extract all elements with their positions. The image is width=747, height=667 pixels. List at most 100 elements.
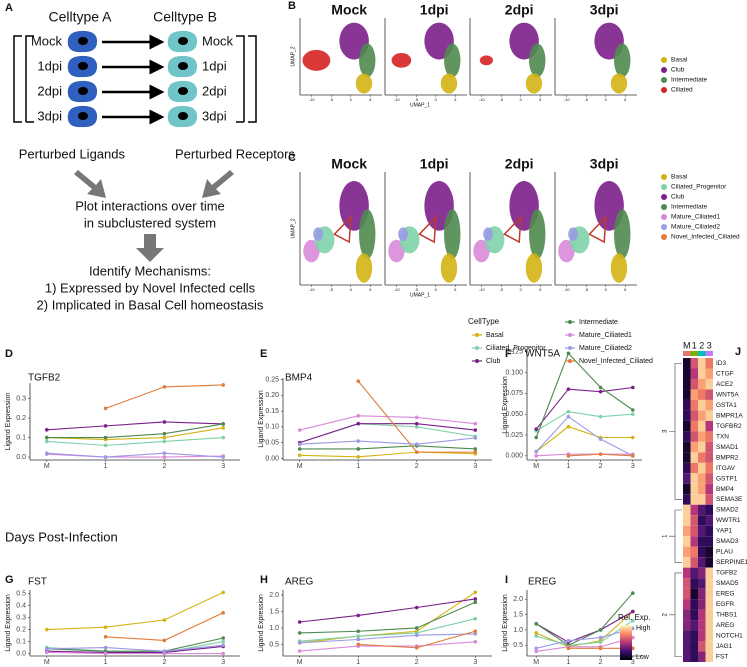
heat-cell xyxy=(705,630,713,642)
data-point xyxy=(473,629,478,634)
y-tick-label: 0.0 xyxy=(16,454,26,461)
identify-item: 1) Expressed by Novel Infected cells xyxy=(45,280,256,295)
heat-cell xyxy=(690,473,698,484)
cluster-blob xyxy=(313,227,323,241)
heat-cell xyxy=(683,651,691,662)
y-tick-label: 2.0 xyxy=(269,592,279,599)
series-line xyxy=(299,415,476,431)
legend-swatch xyxy=(568,333,572,337)
heat-cell xyxy=(683,368,691,379)
row-label: YAP1 xyxy=(716,528,733,535)
subplot-title: 1dpi xyxy=(420,2,449,18)
series-line xyxy=(46,427,224,441)
heat-cell xyxy=(705,578,713,589)
data-point xyxy=(473,632,478,636)
x-tick-label: 5 xyxy=(539,287,542,292)
legend-swatch xyxy=(661,204,667,210)
series-line xyxy=(46,637,224,652)
x-tick-label: 1 xyxy=(104,659,108,666)
data-point xyxy=(631,412,635,416)
series-line xyxy=(299,618,476,642)
column-label: 3 xyxy=(707,340,712,350)
x-tick-label: M xyxy=(44,659,50,666)
data-point xyxy=(221,636,225,640)
y-tick-label: 0.00 xyxy=(265,455,279,462)
cluster-blob xyxy=(440,73,458,94)
cluster-blob xyxy=(610,73,628,94)
legend-swatch xyxy=(661,214,667,220)
cluster-blob xyxy=(359,43,376,78)
cluster-label: 2 xyxy=(663,612,669,616)
data-point xyxy=(45,435,49,440)
heat-cell xyxy=(698,452,706,463)
panel-label: F xyxy=(505,348,512,360)
heat-cell xyxy=(705,536,713,547)
heat-cell xyxy=(690,504,698,516)
nucleus xyxy=(178,37,188,45)
heat-cell xyxy=(690,483,698,495)
y-axis-label: Ligand Expression xyxy=(258,390,265,448)
x-tick-label: 2 xyxy=(162,463,166,470)
heat-cell xyxy=(690,557,698,568)
nucleus xyxy=(178,112,188,120)
heat-cell xyxy=(683,358,691,369)
axis-label: UMAP_2 xyxy=(290,218,296,238)
heat-cell xyxy=(690,462,698,474)
y-tick-label: 0.050 xyxy=(505,411,523,418)
series-line xyxy=(536,627,633,649)
highlight xyxy=(588,215,607,244)
data-point xyxy=(414,450,419,454)
y-tick-label: 0.10 xyxy=(265,424,279,431)
y-tick-label: 1.0 xyxy=(513,627,523,634)
y-tick-label: 0.15 xyxy=(265,408,279,415)
y-tick-label: 0.5 xyxy=(513,642,523,649)
data-point xyxy=(534,631,538,635)
row-label: ID3 xyxy=(716,360,727,367)
heat-cell xyxy=(683,536,691,547)
cluster-blob xyxy=(529,43,546,78)
heat-cell xyxy=(690,494,698,505)
series-line xyxy=(299,633,476,644)
legend-label: Intermediate xyxy=(671,77,708,84)
heat-cell xyxy=(690,609,698,621)
legend-swatch xyxy=(661,174,667,180)
data-point xyxy=(103,455,108,459)
data-point xyxy=(534,454,538,458)
heat-cell xyxy=(705,567,713,579)
ligands: Perturbed Ligands xyxy=(19,146,126,161)
x-tick-label: -5 xyxy=(499,287,503,292)
column-annotation xyxy=(690,351,698,356)
data-point xyxy=(473,597,478,601)
data-point xyxy=(473,428,478,432)
heat-cell xyxy=(683,609,691,621)
legend-swatch xyxy=(475,359,479,363)
chart-title: EREG xyxy=(528,577,557,588)
y-tick-label: 0.1 xyxy=(16,638,26,645)
series-line xyxy=(299,591,476,644)
cluster-blob xyxy=(473,239,490,263)
row-label: GSTP1 xyxy=(716,475,738,482)
row-label: NOTCH1 xyxy=(716,633,743,640)
legend-label: Club xyxy=(671,194,685,201)
row-label: Mock xyxy=(31,33,63,48)
data-point xyxy=(473,616,478,621)
data-point xyxy=(566,424,571,429)
x-tick-label: 3 xyxy=(473,659,477,666)
legend-label: Club xyxy=(671,67,685,74)
heat-cell xyxy=(683,599,691,610)
legend-label: Basal xyxy=(486,332,504,339)
data-point xyxy=(631,385,635,390)
y-tick-label: 0.075 xyxy=(505,390,523,397)
row-label: BMP4 xyxy=(716,486,734,493)
row-label: 3dpi xyxy=(202,108,227,123)
data-point xyxy=(566,414,571,419)
chart-title: TGFB2 xyxy=(28,373,61,384)
arrow xyxy=(136,234,164,262)
y-axis-label: Ligand Expression xyxy=(502,594,509,652)
heat-cell xyxy=(683,641,691,652)
row-label: FST xyxy=(716,653,728,660)
legend-swatch xyxy=(661,87,667,93)
heat-cell xyxy=(698,620,706,631)
heat-cell xyxy=(705,641,713,652)
data-point xyxy=(534,634,538,638)
